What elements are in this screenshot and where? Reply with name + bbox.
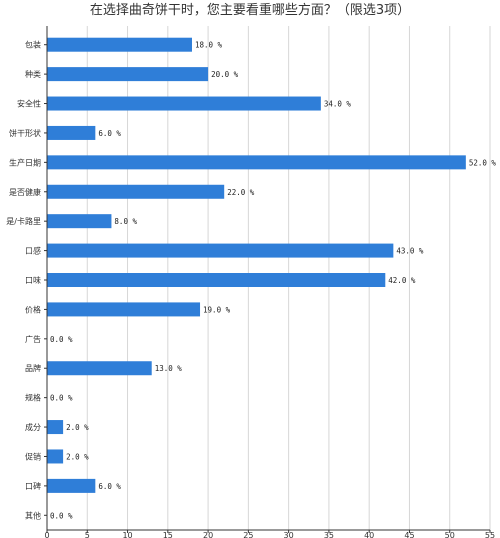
bar [47, 37, 192, 52]
data-label: 0.0 % [50, 335, 73, 344]
x-tick-label: 25 [243, 531, 253, 538]
category-label: 品牌 [25, 363, 41, 373]
data-label: 8.0 % [114, 217, 137, 226]
bar [47, 243, 394, 258]
category-label: 价格 [25, 304, 41, 314]
category-label: 口味 [25, 275, 41, 285]
x-tick-label: 0 [44, 531, 49, 538]
category-label: 其他 [25, 510, 41, 520]
data-label: 34.0 % [324, 100, 352, 109]
x-tick-label: 5 [85, 531, 90, 538]
category-label: 口碑 [25, 481, 41, 491]
data-label: 19.0 % [203, 305, 231, 314]
data-label: 0.0 % [50, 511, 73, 520]
category-label: 是/卡路里 [6, 216, 41, 226]
category-label: 安全性 [17, 99, 41, 109]
x-tick-label: 50 [445, 531, 455, 538]
data-label: 22.0 % [227, 188, 255, 197]
category-label: 饼干形状 [9, 128, 41, 138]
x-tick-label: 45 [404, 531, 414, 538]
data-label: 0.0 % [50, 394, 73, 403]
data-label: 6.0 % [98, 129, 121, 138]
data-label: 20.0 % [211, 70, 239, 79]
bar [47, 96, 321, 111]
category-label: 口感 [25, 246, 41, 256]
bar [47, 302, 201, 317]
bar [47, 478, 96, 493]
chart-title: 在选择曲奇饼干时，您主要看重哪些方面？（限选3项） [90, 2, 410, 18]
category-label: 广告 [25, 334, 41, 344]
bar [47, 67, 209, 82]
bar [47, 125, 96, 140]
x-tick-label: 15 [163, 531, 173, 538]
x-axis-ticks: 0 5 10 15 20 25 30 35 40 45 50 55 [44, 530, 495, 538]
data-label: 2.0 % [66, 452, 89, 461]
bar [47, 214, 112, 229]
bar [47, 184, 225, 199]
data-label: 13.0 % [155, 364, 183, 373]
category-label: 规格 [25, 393, 41, 403]
data-label: 52.0 % [469, 158, 497, 167]
category-label: 成分 [25, 422, 41, 432]
x-tick-label: 35 [324, 531, 334, 538]
bar [47, 449, 64, 464]
category-label: 促销 [25, 451, 41, 461]
category-label: 是否健康 [9, 187, 41, 197]
x-tick-label: 10 [122, 531, 132, 538]
data-label: 18.0 % [195, 41, 223, 50]
category-label: 种类 [25, 69, 41, 79]
category-label: 包装 [25, 40, 41, 50]
bar [47, 273, 386, 287]
data-label: 2.0 % [66, 423, 89, 432]
x-tick-label: 20 [203, 531, 213, 538]
bar [47, 361, 152, 376]
data-label: 43.0 % [396, 247, 424, 256]
x-tick-label: 55 [485, 531, 495, 538]
data-label: 42.0 % [388, 276, 416, 285]
bar [47, 420, 64, 435]
bars: 18.0 % 20.0 % 34.0 % 6.0 % 52.0 % 22.0 % 8.0 %… [47, 37, 497, 520]
data-label: 6.0 % [98, 482, 121, 491]
category-label: 生产日期 [9, 157, 41, 167]
category-labels: 包装种类安全性饼干形状生产日期是否健康是/卡路里口感口味价格广告品牌规格成分促销… [6, 40, 47, 520]
bar [47, 155, 466, 170]
x-tick-label: 40 [364, 531, 374, 538]
x-tick-label: 30 [284, 531, 294, 538]
